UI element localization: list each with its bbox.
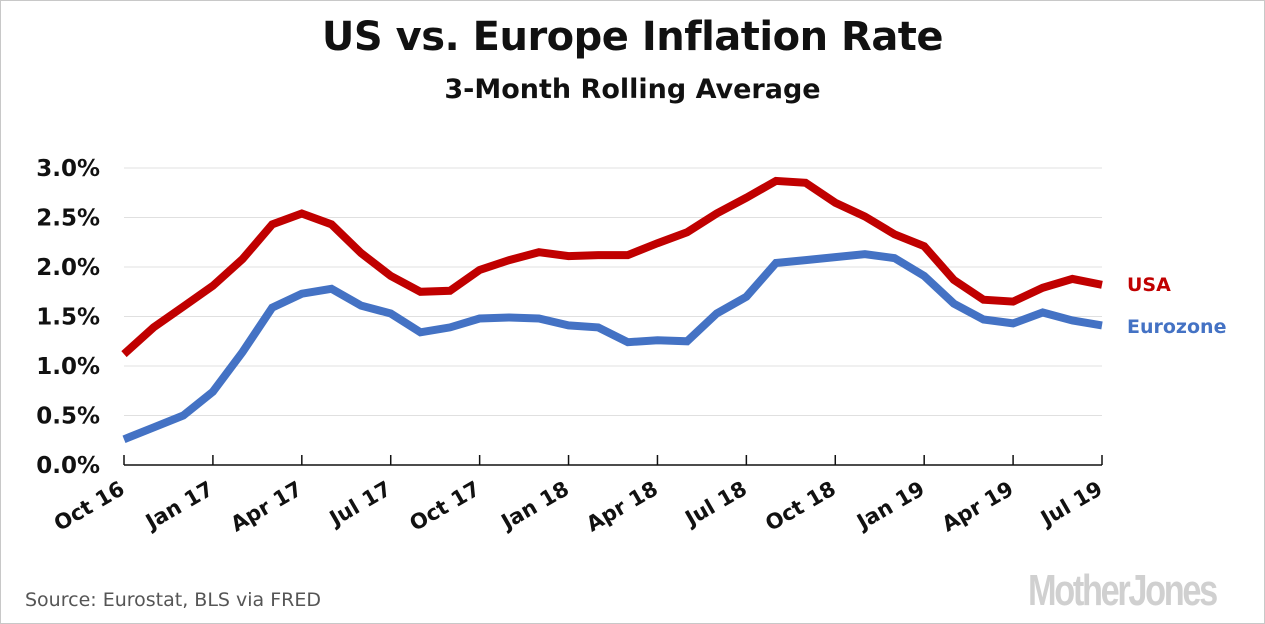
y-tick-label: 0.0%	[36, 453, 100, 479]
y-tick-label: 2.0%	[36, 255, 100, 281]
mother-jones-logo: MotherJones	[1028, 566, 1218, 615]
x-tick-label: Jul 17	[324, 477, 395, 532]
x-tick-label: Jul 19	[1035, 477, 1106, 532]
x-axis: Oct 16 Jan 17 Apr 17 Jul 17 Oct 17 Jan 18 Apr …	[50, 455, 1107, 536]
x-tick-label: Apr 17	[227, 477, 307, 537]
source-note: Source: Eurostat, BLS via FRED	[25, 589, 321, 611]
x-tick-label: Apr 19	[938, 477, 1018, 537]
y-tick-label: 3.0%	[36, 156, 100, 182]
chart-title: US vs. Europe Inflation Rate	[321, 14, 944, 60]
y-tick-label: 1.5%	[36, 305, 100, 331]
y-axis-ticks: 0.0% 0.5% 1.0% 1.5% 2.0% 2.5% 3.0%	[36, 156, 100, 479]
x-tick-label: Jan 18	[496, 477, 573, 536]
x-tick-label: Oct 17	[406, 477, 485, 536]
series-line-usa	[121, 176, 1103, 358]
x-tick-label: Jan 19	[851, 477, 928, 536]
y-tick-label: 1.0%	[36, 354, 100, 380]
gridlines	[124, 167, 1102, 416]
series-lines	[121, 176, 1103, 444]
y-tick-label: 0.5%	[36, 404, 100, 430]
x-tick-label: Jan 17	[140, 477, 217, 536]
chart-subtitle: 3-Month Rolling Average	[444, 74, 821, 105]
legend: USA Eurozone	[1127, 274, 1226, 338]
legend-label-eurozone: Eurozone	[1127, 316, 1226, 338]
x-tick-label: Oct 16	[50, 477, 129, 536]
series-line-eurozone	[122, 250, 1103, 444]
legend-label-usa: USA	[1127, 274, 1171, 296]
y-tick-label: 2.5%	[36, 206, 100, 232]
x-tick-label: Apr 18	[582, 477, 662, 537]
x-tick-label: Oct 18	[761, 477, 840, 536]
x-tick-label: Jul 18	[680, 477, 751, 532]
